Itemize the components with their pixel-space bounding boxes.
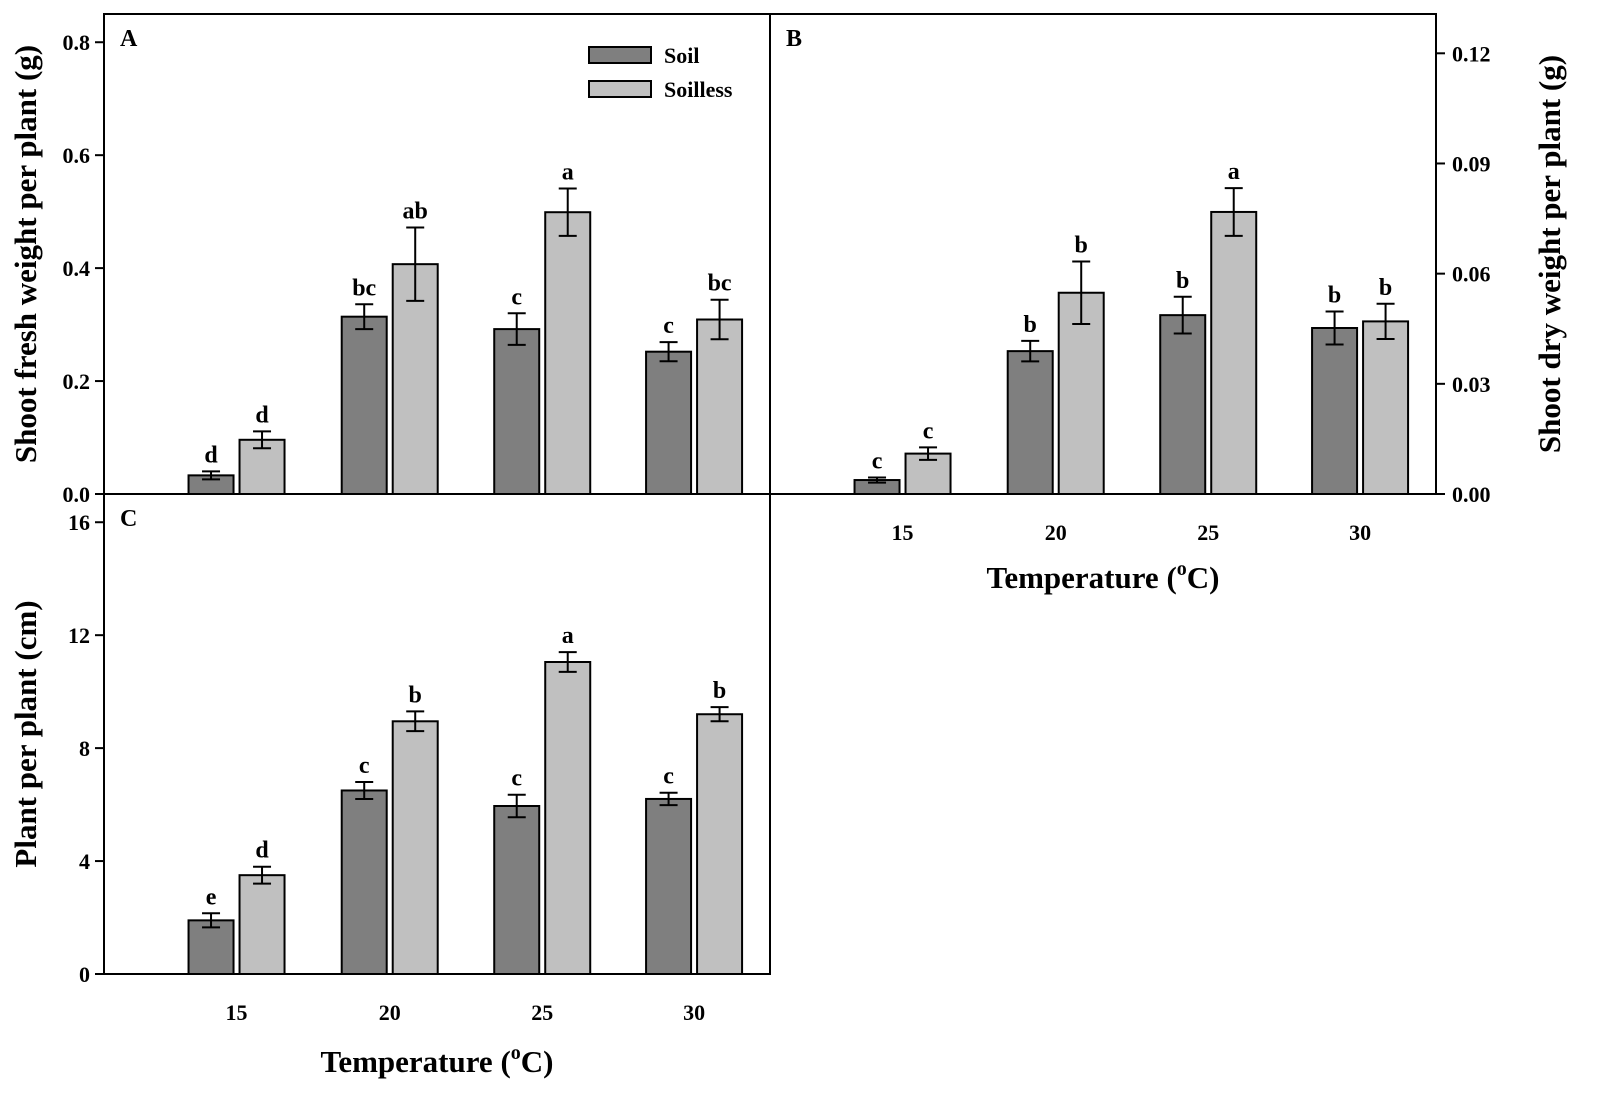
y-tick-label: 0.00	[1452, 482, 1491, 507]
bar-soil-20	[340, 315, 388, 495]
significance-letter: c	[663, 313, 674, 339]
x-tick-label: 25	[531, 1000, 553, 1025]
significance-letter: b	[1176, 268, 1189, 294]
panel-letter-C: C	[120, 506, 137, 532]
x-tick-label: 20	[379, 1000, 401, 1025]
significance-letter: e	[206, 884, 217, 910]
significance-letter: a	[1228, 159, 1240, 185]
panel-letter-A: A	[120, 26, 138, 52]
significance-letter: b	[713, 678, 726, 704]
bar-soil-20	[340, 789, 388, 975]
bar-soil-25	[1159, 314, 1207, 496]
x-axis-title-degree: o	[1177, 558, 1187, 580]
x-axis-title-prefix: Temperature (	[321, 1044, 511, 1079]
bar-soilless-20	[391, 720, 439, 976]
y-tick-label: 0.4	[63, 256, 91, 281]
bar-soil-30	[645, 350, 693, 495]
x-axis-title-suffix: C)	[521, 1044, 554, 1079]
significance-letter: c	[511, 284, 522, 310]
x-axis-title-B: Temperature (oC)	[987, 558, 1220, 595]
legend-swatch-soil	[588, 46, 652, 64]
bar-soilless-30	[1362, 320, 1410, 495]
x-tick-label: 20	[1045, 520, 1067, 545]
legend-label-soil: Soil	[664, 43, 699, 68]
significance-letter: b	[409, 682, 422, 708]
x-tick-label: 15	[226, 1000, 248, 1025]
y-tick-label: 0.12	[1452, 41, 1491, 66]
significance-letter: bc	[708, 271, 732, 297]
bar-soilless-20	[391, 263, 439, 495]
legend-label-soilless: Soilless	[664, 77, 733, 102]
significance-letter: b	[1075, 233, 1088, 259]
bar-soil-25	[493, 328, 541, 496]
x-tick-label: 25	[1197, 520, 1219, 545]
x-axis-title-prefix: Temperature (	[987, 560, 1177, 595]
bar-soilless-25	[1210, 210, 1258, 496]
y-tick-label: 12	[68, 623, 90, 648]
x-tick-label: 30	[1349, 520, 1371, 545]
y-tick-label: 0.8	[63, 30, 91, 55]
significance-letter: b	[1024, 312, 1037, 338]
significance-letter: d	[255, 838, 269, 864]
bar-soilless-25	[544, 661, 592, 975]
bar-soilless-25	[544, 211, 592, 495]
y-tick-label: 0.6	[63, 143, 91, 168]
significance-letter: c	[511, 766, 522, 792]
bar-soil-15	[187, 919, 235, 976]
significance-letter: d	[204, 442, 218, 468]
y-tick-label: 0.03	[1452, 372, 1491, 397]
bar-soilless-30	[696, 318, 744, 495]
bar-soilless-30	[696, 713, 744, 975]
y-tick-label: 0.06	[1452, 262, 1491, 287]
bar-soil-25	[493, 805, 541, 975]
significance-letter: c	[359, 753, 370, 779]
significance-letter: bc	[352, 275, 376, 301]
bar-soilless-20	[1057, 291, 1105, 495]
y-tick-label: 0.0	[63, 482, 91, 507]
y-axis-title-B: Shoot dry weight per plant (g)	[1532, 55, 1567, 453]
significance-letter: ab	[403, 198, 428, 224]
x-axis-title-suffix: C)	[1187, 560, 1220, 595]
significance-letter: c	[872, 448, 883, 474]
y-axis-title-A: Shoot fresh weight per plant (g)	[8, 45, 43, 463]
bar-soil-30	[1311, 327, 1359, 495]
significance-letter: a	[562, 159, 574, 185]
x-axis-title-degree: o	[511, 1042, 521, 1064]
y-tick-label: 4	[79, 849, 90, 874]
significance-letter: b	[1379, 275, 1392, 301]
legend-swatch-soilless	[588, 80, 652, 98]
significance-letter: c	[923, 418, 934, 444]
x-tick-label: 15	[892, 520, 914, 545]
x-axis-title-C: Temperature (oC)	[321, 1042, 554, 1079]
significance-letter: d	[255, 402, 269, 428]
significance-letter: a	[562, 623, 574, 649]
y-tick-label: 0.09	[1452, 151, 1491, 176]
y-axis-title-C: Plant per plant (cm)	[8, 600, 43, 867]
x-tick-label: 30	[683, 1000, 705, 1025]
panel-letter-B: B	[786, 26, 802, 52]
y-tick-label: 0	[79, 962, 90, 987]
bar-soil-30	[645, 797, 693, 975]
bar-soilless-15	[238, 874, 286, 975]
y-tick-label: 0.2	[63, 369, 91, 394]
bar-soil-20	[1006, 350, 1054, 495]
y-tick-label: 8	[79, 736, 90, 761]
y-tick-label: 16	[68, 510, 90, 535]
significance-letter: c	[663, 764, 674, 790]
significance-letter: b	[1328, 282, 1341, 308]
